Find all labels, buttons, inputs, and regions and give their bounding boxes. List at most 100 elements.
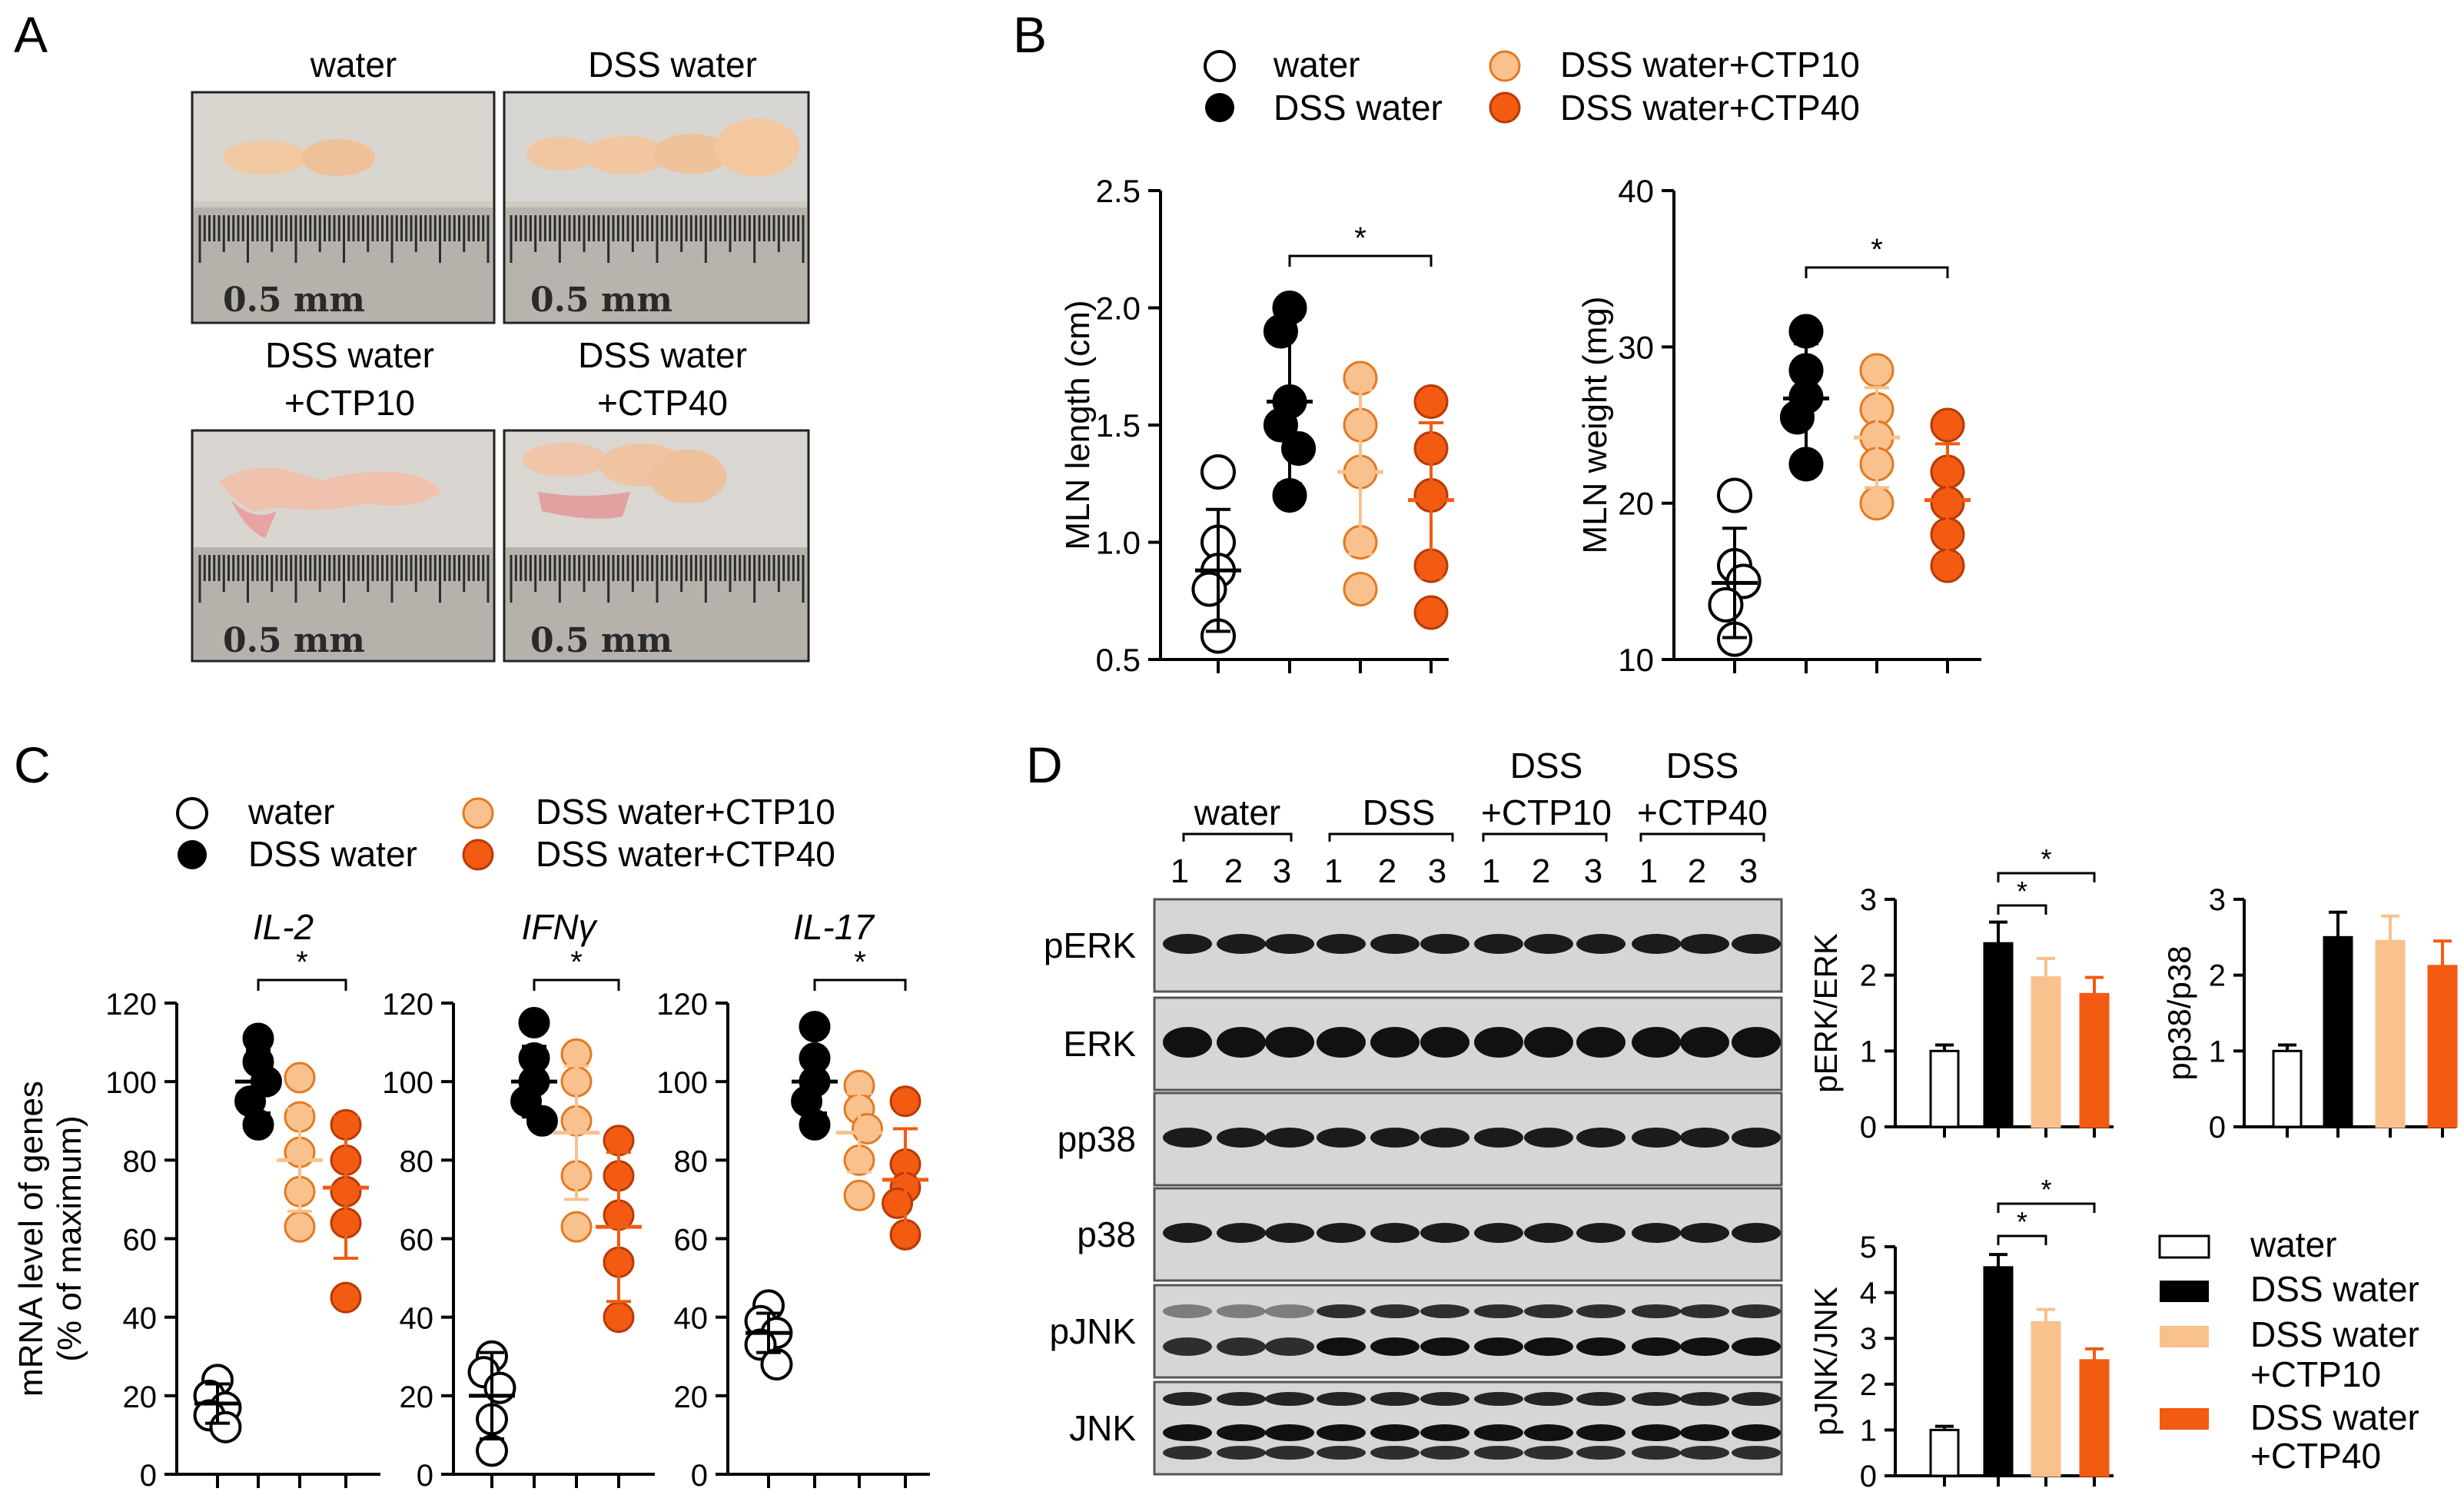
y-tick-label: 100 [656, 1066, 708, 1100]
blot-band [1576, 1304, 1626, 1318]
blot-band [1632, 1446, 1681, 1460]
y-axis-label: pJNK/JNK [1808, 1287, 1844, 1436]
data-point [851, 1112, 883, 1145]
legend-label-ctp10: DSS water+CTP10 [536, 792, 835, 832]
chart-mln-weight: 10 20 30 40 MLN weight (mg) * [1576, 173, 1981, 678]
bar [1929, 1049, 1960, 1128]
blot-row-label: ERK [1063, 1024, 1136, 1064]
data-point [1413, 595, 1449, 630]
significance-star: * [570, 945, 583, 979]
blot-row-label: pJNK [1050, 1311, 1137, 1351]
significance-bracket [1805, 266, 1949, 278]
lane-number: 1 [1639, 852, 1658, 890]
legend-c: water DSS water DSS water+CTP10 DSS wate… [176, 792, 835, 874]
blot-band [1680, 1424, 1729, 1441]
legend-label-dss: DSS water [248, 834, 417, 874]
y-tick-label: 1 [1860, 1035, 1877, 1068]
legend-label-water: water [2250, 1224, 2336, 1264]
blot-row-jnk: JNK [1069, 1380, 1783, 1476]
significance-bracket [1997, 1202, 2096, 1213]
chart-title: IFNγ [521, 907, 598, 947]
blot-row-pp38: pp38 [1058, 1091, 1783, 1187]
panel-letter-a: A [14, 6, 48, 63]
chart-mln-length: 0.5 1.0 1.5 2.0 2.5 MLN length (cm) * [1059, 173, 1454, 678]
blot-band [1265, 1424, 1314, 1441]
blot-band [1474, 1027, 1523, 1058]
photo-water: 0.5 mm [191, 91, 496, 324]
blot-band [1732, 1392, 1781, 1406]
data-point [882, 1188, 914, 1220]
blot-band [1420, 1446, 1469, 1460]
blot-band [1420, 1337, 1469, 1356]
blot-band [1317, 1392, 1366, 1406]
blot-band [1632, 1304, 1681, 1318]
significance-bracket [533, 978, 620, 991]
legend-swatch-dss [2160, 1281, 2209, 1302]
significance-star: * [2041, 843, 2051, 875]
significance-bracket [1288, 254, 1433, 267]
data-point [209, 1410, 242, 1444]
blot-band [1420, 1027, 1469, 1058]
blot-group-ctp10-line2: +CTP10 [1481, 792, 1612, 832]
y-tick-label: 3 [1860, 883, 1877, 917]
blot-band [1163, 1128, 1212, 1148]
photo-dss: 0.5 mm [503, 91, 810, 324]
blot-band [1217, 1392, 1266, 1406]
y-tick-label: 0 [691, 1459, 708, 1493]
lane-number: 2 [1378, 852, 1396, 890]
blot-band [1265, 934, 1314, 954]
significance-star: * [1871, 233, 1883, 267]
lane-number: 3 [1739, 852, 1758, 890]
data-point [1343, 572, 1378, 606]
blot-band [1265, 1446, 1314, 1460]
blot-band [1474, 1304, 1523, 1318]
legend-label-water: water [247, 792, 334, 832]
legend-swatch-ctp40 [2160, 1408, 2209, 1430]
blot-band [1163, 1223, 1212, 1243]
ruler-label: 0.5 mm [530, 281, 672, 320]
data-point [1200, 454, 1236, 490]
data-point [330, 1281, 362, 1314]
blot-band [1732, 1223, 1781, 1243]
legend-label-ctp10-line1: DSS water [2250, 1314, 2419, 1354]
y-tick-label: 5 [1860, 1231, 1877, 1264]
data-point [1859, 353, 1894, 388]
y-tick-label: 1.0 [1096, 525, 1141, 561]
chart-il17: 0 20 40 60 80 100 120 IL-17* [656, 907, 930, 1493]
panel-letter-c: C [14, 736, 51, 793]
y-tick-label: 1 [1860, 1414, 1877, 1447]
blot-band [1680, 934, 1729, 954]
y-tick-label: 60 [123, 1224, 158, 1257]
blot-band [1732, 934, 1781, 954]
significance-star: * [854, 945, 866, 979]
data-point [560, 1038, 593, 1070]
blot-band [1474, 1392, 1523, 1406]
y-tick-label: 2 [1860, 959, 1877, 993]
blot-band [1317, 934, 1366, 954]
blot-band [1576, 1446, 1626, 1460]
data-point [518, 1007, 550, 1039]
y-tick-label: 80 [123, 1145, 158, 1178]
bar [2031, 1321, 2061, 1477]
legend-marker-water [176, 797, 208, 829]
legend-marker-dss [1205, 93, 1234, 122]
lane-number: 2 [1688, 852, 1706, 890]
data-point [1191, 571, 1227, 607]
legend-label-ctp40-line1: DSS water [2250, 1397, 2419, 1437]
blot-band [1217, 1128, 1266, 1148]
blot-band [1370, 1337, 1420, 1356]
blot-band [1265, 1128, 1314, 1148]
blot-band [1317, 1424, 1366, 1441]
y-tick-label: 4 [1860, 1277, 1877, 1311]
y-tick-label: 2 [1860, 1368, 1877, 1402]
bar [1983, 1266, 2014, 1477]
blot-group-dss: DSS [1363, 792, 1436, 832]
blot-band [1474, 1128, 1523, 1148]
data-point [560, 1211, 593, 1243]
data-point [1779, 400, 1815, 435]
data-point [476, 1434, 508, 1467]
lane-number: 2 [1224, 852, 1243, 890]
chart-pp38: 0 1 2 3 pp38/p38 [2161, 883, 2458, 1145]
